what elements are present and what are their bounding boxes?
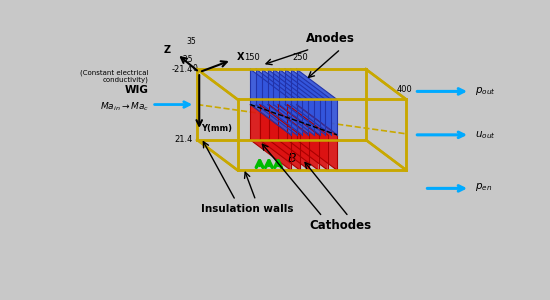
Polygon shape xyxy=(268,69,308,135)
Text: -35: -35 xyxy=(180,55,193,64)
Polygon shape xyxy=(285,69,326,135)
Text: Anodes: Anodes xyxy=(306,32,355,45)
Text: $\it{B}$: $\it{B}$ xyxy=(287,152,297,165)
Text: Z: Z xyxy=(164,45,171,55)
Polygon shape xyxy=(279,69,320,135)
Polygon shape xyxy=(256,69,296,135)
Text: 150: 150 xyxy=(245,52,260,62)
Text: $p_{en}$: $p_{en}$ xyxy=(475,182,492,194)
Polygon shape xyxy=(296,69,337,135)
Text: -21.4: -21.4 xyxy=(172,65,193,74)
Text: Y(mm): Y(mm) xyxy=(201,124,232,133)
Text: (Constant electrical
conductivity): (Constant electrical conductivity) xyxy=(80,69,148,83)
Text: Insulation walls: Insulation walls xyxy=(201,204,294,214)
Text: $Ma_{in} \rightarrow Ma_c$: $Ma_{in} \rightarrow Ma_c$ xyxy=(100,100,148,113)
Text: Cathodes: Cathodes xyxy=(310,219,372,232)
Polygon shape xyxy=(278,104,318,170)
Text: X: X xyxy=(236,52,244,62)
Text: $p_{out}$: $p_{out}$ xyxy=(475,85,496,98)
Text: 21.4: 21.4 xyxy=(175,135,193,144)
Polygon shape xyxy=(269,104,309,170)
Text: 0: 0 xyxy=(192,64,197,73)
Text: WIG: WIG xyxy=(125,85,148,95)
Polygon shape xyxy=(273,69,314,135)
Polygon shape xyxy=(250,104,291,170)
Text: $u_{out}$: $u_{out}$ xyxy=(475,129,496,141)
Polygon shape xyxy=(287,104,328,170)
Polygon shape xyxy=(291,69,331,135)
Polygon shape xyxy=(262,69,303,135)
Text: 400: 400 xyxy=(397,85,412,94)
Polygon shape xyxy=(250,69,291,135)
Text: 35: 35 xyxy=(186,38,196,46)
Text: 250: 250 xyxy=(293,52,309,62)
Polygon shape xyxy=(260,104,300,170)
Polygon shape xyxy=(296,104,337,170)
